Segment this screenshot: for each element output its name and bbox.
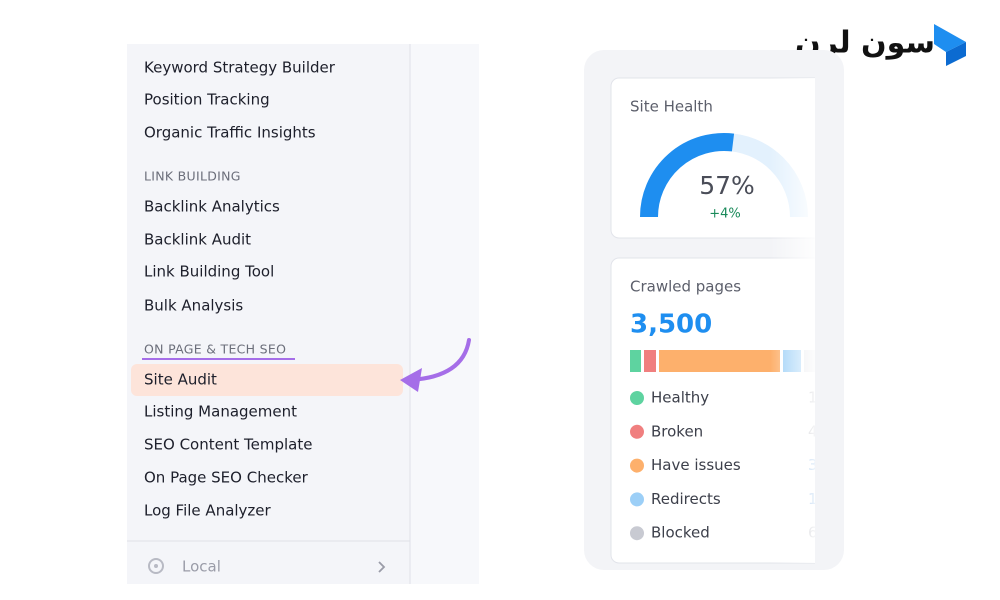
card-title: Crawled pages <box>630 278 741 296</box>
menu-item[interactable]: Link Building Tool <box>144 263 274 281</box>
legend-label: Healthy <box>651 389 709 407</box>
legend-dot <box>630 391 644 405</box>
menu-item[interactable]: Log File Analyzer <box>144 502 272 520</box>
pin-icon <box>148 558 164 574</box>
legend-label: Have issues <box>651 456 741 474</box>
legend-label: Broken <box>651 422 703 440</box>
legend-label: Redirects <box>651 490 721 508</box>
legend-dot <box>630 458 644 473</box>
selected-highlight <box>131 364 403 396</box>
legend: Healthy1Broken4Have issues3,359Redirects… <box>630 389 815 542</box>
logo-mark <box>946 42 966 66</box>
menu-item[interactable]: Bulk Analysis <box>144 297 243 315</box>
health-value: 57% <box>699 171 755 200</box>
local-item[interactable]: Local <box>182 558 221 576</box>
chevron <box>378 561 386 573</box>
menu-item[interactable]: Site Audit <box>144 371 217 389</box>
pin-dot <box>154 564 158 568</box>
legend-dot <box>630 526 644 541</box>
crawl-card <box>610 257 815 564</box>
legend-dot <box>630 424 644 439</box>
menu-item[interactable]: Position Tracking <box>144 91 270 109</box>
card-title: Site Health <box>630 98 713 116</box>
legend-label: Blocked <box>651 524 710 542</box>
bar-segment <box>630 350 641 372</box>
arrow-head <box>400 368 422 392</box>
gauge-fill <box>640 132 735 218</box>
crawl-total: 3,500 <box>630 310 712 340</box>
sidebar-secondary <box>410 44 479 584</box>
sidebar <box>127 44 410 584</box>
menu-item[interactable]: Backlink Audit <box>144 231 251 249</box>
health-card <box>610 77 815 239</box>
logo-mark <box>934 24 966 52</box>
menu-item[interactable]: Listing Management <box>144 403 297 421</box>
legend-dot <box>630 492 644 507</box>
health-change: +4% <box>709 207 741 222</box>
menu-item[interactable]: Organic Traffic Insights <box>144 124 316 142</box>
section-heading: ON PAGE & TECH SEO <box>144 342 286 357</box>
section-heading: LINK BUILDING <box>144 169 241 184</box>
bar-segment <box>644 350 656 372</box>
menu-item[interactable]: On Page SEO Checker <box>144 469 309 487</box>
menu-item[interactable]: Backlink Analytics <box>144 198 280 216</box>
menu: Keyword Strategy Builder Position Trackin… <box>144 59 336 520</box>
menu-item[interactable]: Keyword Strategy Builder <box>144 59 336 77</box>
fade <box>770 78 815 563</box>
menu-item[interactable]: SEO Content Template <box>144 436 312 454</box>
bar-segment <box>659 350 780 372</box>
